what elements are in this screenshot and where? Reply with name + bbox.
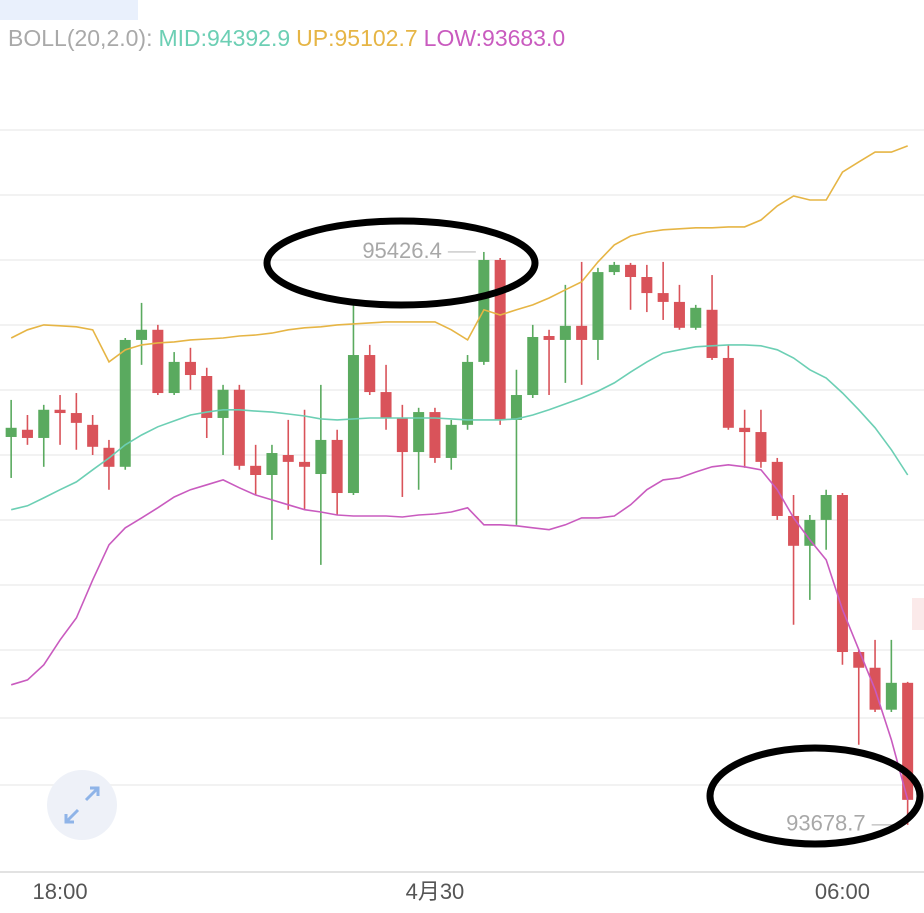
candle-body — [364, 355, 376, 393]
candle-body — [902, 682, 914, 800]
candle-body — [299, 461, 311, 467]
boll-line — [11, 344, 909, 511]
candle-body — [690, 307, 702, 328]
price-tag — [912, 598, 924, 630]
candle-body — [706, 309, 718, 358]
candle-body — [119, 339, 131, 467]
candle-body — [625, 264, 637, 278]
candle-body — [543, 336, 555, 340]
candle-body — [347, 355, 359, 494]
candle-body — [266, 453, 278, 475]
candle-body — [722, 357, 734, 428]
highlight-circle — [263, 217, 539, 309]
candle-body — [462, 361, 474, 425]
candle-body — [282, 455, 294, 462]
candle-body — [836, 494, 848, 653]
candle-body — [739, 427, 751, 433]
candle-body — [673, 301, 685, 328]
legend-entry: UP:95102.7 — [296, 25, 417, 51]
candle-body — [21, 429, 33, 438]
max-label: 95426.4 — [362, 238, 442, 263]
candle-body — [380, 392, 392, 418]
candle-body — [576, 325, 588, 340]
candle-body — [396, 417, 408, 453]
expand-icon — [64, 786, 100, 824]
boll-line — [10, 145, 908, 364]
candle-body — [494, 259, 506, 420]
candle-body — [608, 264, 620, 273]
candle-body — [413, 412, 425, 453]
candle-body — [429, 412, 441, 458]
candle-body — [250, 465, 262, 475]
candle-body — [592, 272, 604, 340]
expand-arrow — [64, 808, 80, 824]
candle-body — [54, 409, 66, 414]
candle-body — [5, 427, 17, 437]
x-tick-label: 06:00 — [815, 879, 870, 904]
candle-body — [820, 494, 832, 520]
expand-button[interactable] — [47, 770, 117, 840]
highlight-circle — [706, 744, 924, 848]
candle-body — [38, 409, 50, 438]
candle-body — [201, 376, 213, 418]
legend-indicator: BOLL(20,2.0): — [8, 25, 152, 51]
candle-body — [788, 515, 800, 546]
candle-body — [527, 336, 539, 396]
candle-body — [853, 652, 865, 668]
x-tick-label: 18:00 — [33, 879, 88, 904]
candle-body — [136, 329, 148, 340]
candle-body — [559, 325, 571, 340]
legend: BOLL(20,2.0): MID:94392.9 UP:95102.7 LOW:93… — [8, 25, 565, 51]
candle-body — [70, 413, 82, 423]
candle-body — [184, 361, 196, 376]
grid — [0, 129, 924, 873]
min-label: 93678.7 — [786, 811, 866, 836]
x-tick-label: 4月30 — [406, 879, 465, 904]
candle-body — [510, 395, 522, 420]
boll-line — [10, 463, 909, 801]
candle-body — [217, 389, 229, 418]
plot: 18:00 4月30 06:00 95426.4 93678.7 — [5, 145, 914, 904]
candle-body — [755, 432, 767, 462]
candle-body — [87, 424, 99, 447]
candle-body — [233, 389, 245, 466]
candle-body — [641, 277, 653, 294]
candle-body — [445, 424, 457, 458]
expand-arrow — [84, 786, 100, 802]
candle-body — [331, 439, 343, 494]
legend-entry: LOW:93683.0 — [424, 25, 566, 51]
candle-body — [168, 361, 180, 394]
candle-body — [657, 293, 669, 302]
tab — [0, 0, 138, 20]
candle-body — [885, 682, 897, 710]
candle-body — [152, 329, 164, 394]
legend-entry: MID:94392.9 — [158, 25, 290, 51]
candle-body — [315, 439, 327, 475]
candle-body — [804, 519, 816, 546]
